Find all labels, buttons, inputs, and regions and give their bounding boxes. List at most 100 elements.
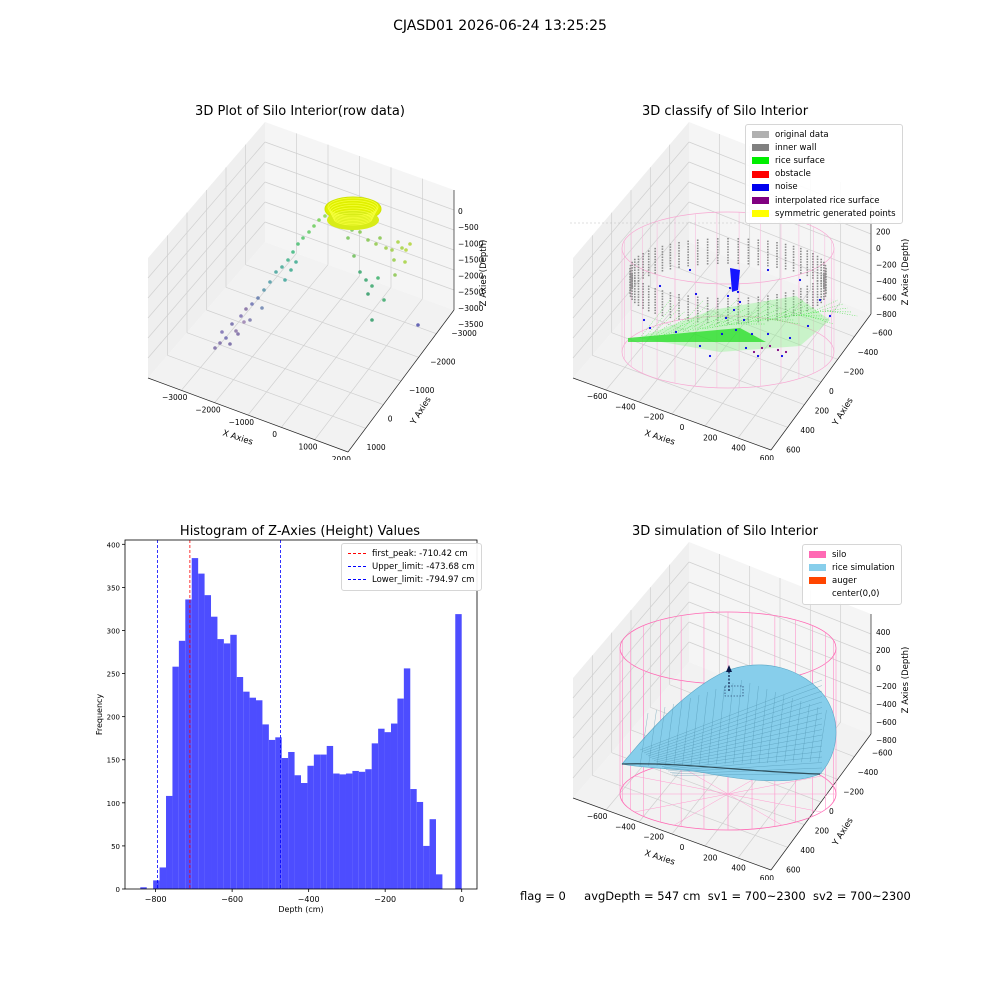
raw-data-point <box>289 268 293 272</box>
raw-data-point <box>268 280 272 284</box>
raw-x-tick-label: −2000 <box>195 406 221 415</box>
cls-rice-surface <box>783 307 815 318</box>
raw-data-point <box>291 250 295 254</box>
sim-rice-meshline <box>673 773 823 776</box>
sim-silo-floor-spoke <box>634 775 729 795</box>
classify-legend: original data inner wall rice surface obsta… <box>745 124 903 225</box>
raw-data-point <box>393 273 397 277</box>
raw-data-point <box>236 332 240 336</box>
hist-bar <box>429 819 436 889</box>
cls-legend-label: original data <box>775 129 829 140</box>
sim-rice-meshline <box>665 703 674 766</box>
sim-rice-meshline <box>682 697 691 766</box>
hist-bar <box>275 737 282 889</box>
cls-legend-item: original data <box>752 128 896 141</box>
sim-rice-meshline <box>653 718 823 761</box>
status-footer: flag = 0 avgDepth = 547 cm sv1 = 700~230… <box>520 889 911 903</box>
raw-data-point <box>286 258 290 262</box>
hist-bar <box>281 758 289 889</box>
hist-bar <box>256 700 263 889</box>
hist-bar <box>435 874 443 889</box>
raw-data-point <box>283 278 287 282</box>
cls-rice-surface <box>755 311 786 322</box>
cls-noise-point <box>724 316 728 320</box>
cls-rice-surface <box>639 299 671 339</box>
sim-rice-meshline <box>775 694 785 763</box>
sim-legend-label: rice simulation <box>832 562 895 573</box>
raw-data-point <box>230 322 234 326</box>
sim-rice-meshline <box>690 694 700 765</box>
cls-interpolated-point <box>768 344 772 348</box>
hist-legend-line <box>348 553 366 555</box>
sim-y-tick-label: 0 <box>829 807 834 816</box>
hist-bar <box>320 754 327 889</box>
cls-noise-cluster <box>730 268 740 292</box>
raw-z-tick-label: −1000 <box>458 239 484 248</box>
sim-axis-edge <box>572 797 772 871</box>
cls-noise-point <box>780 354 784 358</box>
sim-rice-meshline <box>639 712 649 767</box>
raw-y-tick-label: −2000 <box>430 358 456 367</box>
cls-legend-label: noise <box>775 182 798 193</box>
sim-rice-meshline <box>648 709 657 766</box>
sim-rice-meshline <box>659 734 823 766</box>
sim-rice-meshline <box>699 691 708 765</box>
hist-y-tick-label: 300 <box>107 627 120 635</box>
cls-legend-item: obstacle <box>752 168 896 181</box>
sim-rice-meshline <box>669 762 823 773</box>
raw-data-point <box>256 296 260 300</box>
cls-y-tick-label: −200 <box>843 368 864 377</box>
cls-rice-surface <box>726 315 757 326</box>
cls-x-tick-label: −600 <box>587 392 608 401</box>
sim-x-axis-label: X Axies <box>643 848 676 867</box>
raw-axes: −3000−2000−100001000200010000−1000−2000−… <box>147 122 489 460</box>
sim-rice-meshline <box>784 697 793 763</box>
raw-data-point <box>239 314 243 318</box>
hist-y-tick-label: 50 <box>111 843 120 851</box>
cls-y-tick-label: −400 <box>858 348 879 357</box>
sim-rice-meshline <box>673 700 683 766</box>
sv2-text: sv2 = 700~2300 <box>812 889 911 903</box>
hist-legend-item: first_peak: -710.42 cm <box>348 547 475 560</box>
hist-x-axis-label: Depth (cm) <box>278 905 323 914</box>
raw-data-point <box>370 284 374 288</box>
cls-rice-surface <box>668 323 699 335</box>
cls-legend-swatch <box>752 157 769 165</box>
raw-z-tick-label: −3000 <box>458 304 484 313</box>
sim-z-tick-label: 400 <box>876 628 891 637</box>
raw-data-point <box>400 246 404 250</box>
histogram-chart: −800 −600 −400 −200 0 0 50 100 150 200 250 300 350 40… <box>95 539 478 914</box>
hist-bar <box>384 732 391 889</box>
cls-rice-surface <box>803 313 834 325</box>
hist-bar <box>397 698 404 889</box>
hist-legend-item: Upper_limit: -473.68 cm <box>348 560 475 573</box>
sim-rice-meshline <box>801 703 810 763</box>
sim-auger-tip <box>726 665 732 672</box>
raw-axis-edge <box>347 309 455 453</box>
hist-bar <box>423 845 430 889</box>
cls-x-tick-label: 200 <box>703 433 718 442</box>
hist-bar <box>172 666 179 889</box>
cls-z-tick-label: −400 <box>876 277 897 286</box>
hist-bar <box>307 765 314 889</box>
raw-data-point <box>378 236 382 240</box>
sim-silo-floor-spoke <box>727 775 822 795</box>
hist-bar <box>365 769 372 889</box>
cls-rice-surface <box>774 299 805 319</box>
sim-legend-swatch <box>809 551 826 559</box>
sim-y-tick-label: −600 <box>872 749 893 758</box>
simulation-plot-title: 3D simulation of Silo Interior <box>632 524 818 539</box>
cls-noise-point <box>674 330 678 334</box>
cls-noise-point <box>742 318 746 322</box>
cls-y-axis-label: Y Axies <box>830 396 856 429</box>
cls-noise-point <box>806 324 810 328</box>
cls-noise-point <box>688 268 692 272</box>
cls-y-tick-label: 400 <box>800 426 815 435</box>
raw-scatter <box>213 196 420 350</box>
hist-bar <box>352 770 359 889</box>
sim-rice-meshline <box>643 690 823 754</box>
cls-noise-point <box>726 294 730 298</box>
raw-data-point <box>234 329 238 333</box>
hist-bar <box>217 639 224 889</box>
sim-rice-meshline <box>667 756 823 772</box>
